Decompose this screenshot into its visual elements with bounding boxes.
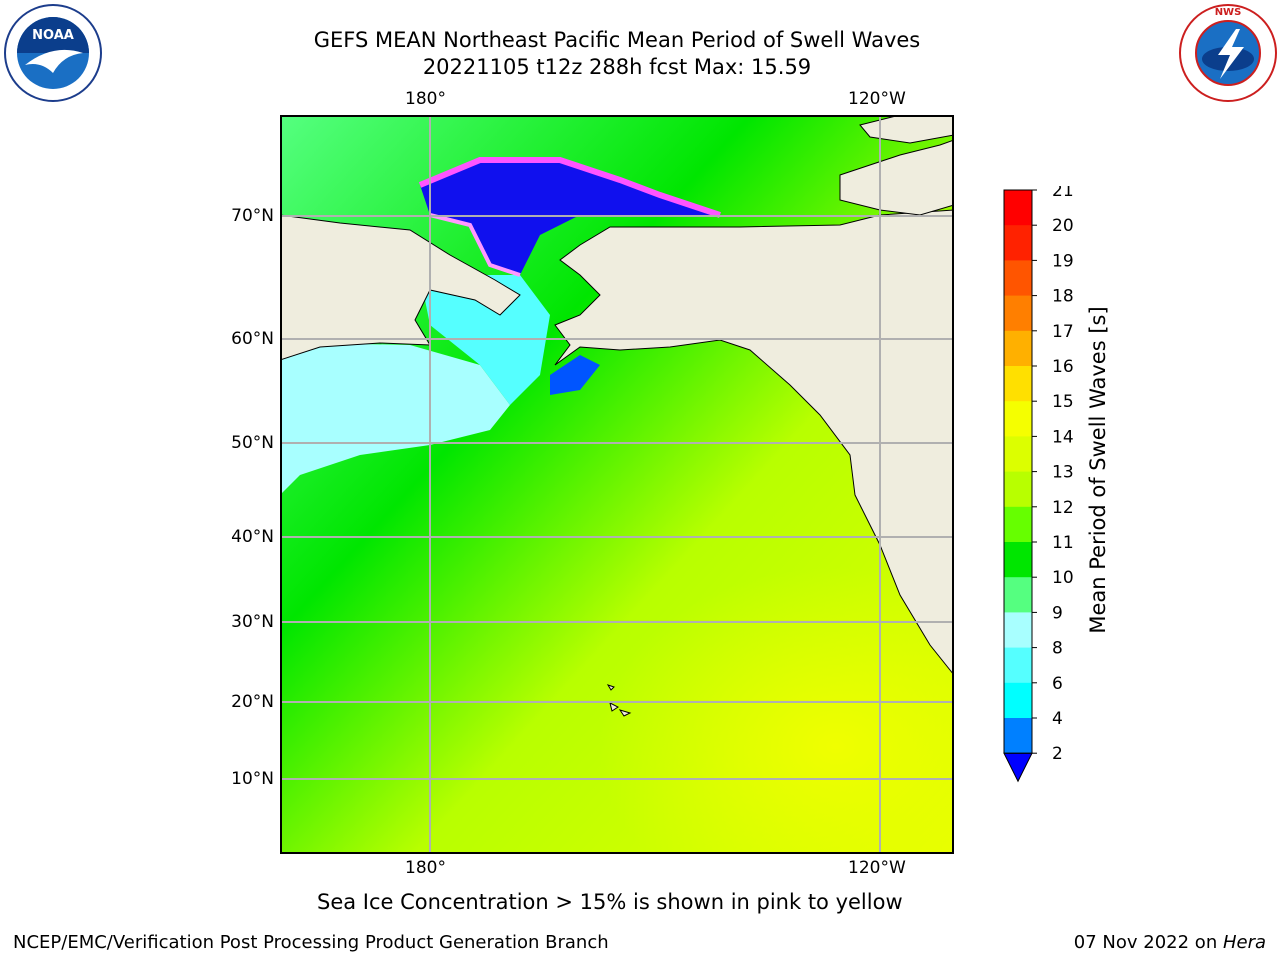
land-siberia [280,214,521,361]
map-frame [280,115,954,854]
colorbar-tick-label: 12 [1052,498,1074,518]
chart-subtitle: 20221105 t12z 288h fcst Max: 15.59 [422,55,812,79]
colorbar-tick-label: 15 [1052,392,1074,412]
svg-text:NOAA: NOAA [32,28,74,43]
colorbar-segment [1004,366,1032,402]
colorbar-segment [1004,718,1032,754]
colorbar-segment [1004,682,1032,719]
ice-edge [418,157,721,218]
date-stamp: 07 Nov 2022 on Hera [1073,932,1266,953]
colorbar-segment [1004,577,1032,613]
colorbar-tick-label: 18 [1052,287,1074,307]
colorbar-tick-label: 6 [1052,674,1063,694]
lat-label-50n: 50°N [231,433,274,453]
colorbar-tick-label: 14 [1052,427,1074,447]
lon-label-180-bottom: 180° [405,858,446,878]
lat-label-70n: 70°N [231,206,274,226]
land-arctic-islands [839,139,954,216]
lat-label-20n: 20°N [231,692,274,712]
colorbar-segment [1004,225,1032,261]
colorbar-tick-label: 19 [1052,251,1074,271]
colorbar-segment [1004,436,1032,473]
land-arctic-island-2 [859,115,954,144]
colorbar-tick-label: 11 [1052,533,1074,553]
colorbar-tick-label: 16 [1052,357,1074,377]
land-hawaii [606,684,632,717]
chart-title: GEFS MEAN Northeast Pacific Mean Period … [313,28,921,52]
lon-label-180-top: 180° [405,89,446,109]
lon-label-120w-top: 120°W [848,89,906,109]
colorbar-segment [1004,401,1032,437]
ocean-cyan-region [280,343,510,495]
colorbar-tick-label: 4 [1052,709,1063,729]
colorbar-tick-label: 2 [1052,744,1063,764]
colorbar-tick-label: 21 [1052,186,1074,201]
bristol-bay-blue [550,355,600,395]
swell-period-map [280,115,954,854]
nws-logo: NWS [1179,4,1277,102]
colorbar-segment [1004,330,1032,367]
colorbar-segment [1004,471,1032,508]
colorbar-tick-label: 13 [1052,463,1074,483]
lat-label-40n: 40°N [231,527,274,547]
colorbar-tick-label: 10 [1052,568,1074,588]
ocean-field-yellow [480,495,954,854]
colorbar-tick-label: 17 [1052,322,1074,342]
lat-label-60n: 60°N [231,329,274,349]
colorbar-segment [1004,295,1032,332]
colorbar-segment [1004,542,1032,578]
sea-ice-note: Sea Ice Concentration > 15% is shown in … [317,890,903,914]
ice-edge-2 [429,213,521,277]
colorbar-segment [1004,506,1032,543]
colorbar-tick-label: 8 [1052,639,1063,659]
land-north-america [554,209,954,676]
colorbar-tick-label: 20 [1052,216,1074,236]
colorbar-extend-triangle [1003,752,1033,783]
credit-text: NCEP/EMC/Verification Post Processing Pr… [13,932,609,953]
lon-label-120w-bottom: 120°W [848,858,906,878]
colorbar-segment [1004,260,1032,297]
lat-label-10n: 10°N [231,769,274,789]
colorbar-segment [1004,612,1032,649]
lat-label-30n: 30°N [231,612,274,632]
colorbar-segment [1004,647,1032,684]
arctic-blue-region [420,160,720,275]
noaa-logo: NOAA [4,4,102,102]
colorbar-label: Mean Period of Swell Waves [s] [1086,306,1110,634]
colorbar: 21 20 19 18 17 16 15 14 13 12 11 10 9 8 6 4 2 [1003,186,1074,783]
svg-text:NWS: NWS [1215,7,1242,18]
graticule [280,115,954,854]
colorbar-tick-label: 9 [1052,603,1063,623]
colorbar-segment [1004,190,1032,226]
